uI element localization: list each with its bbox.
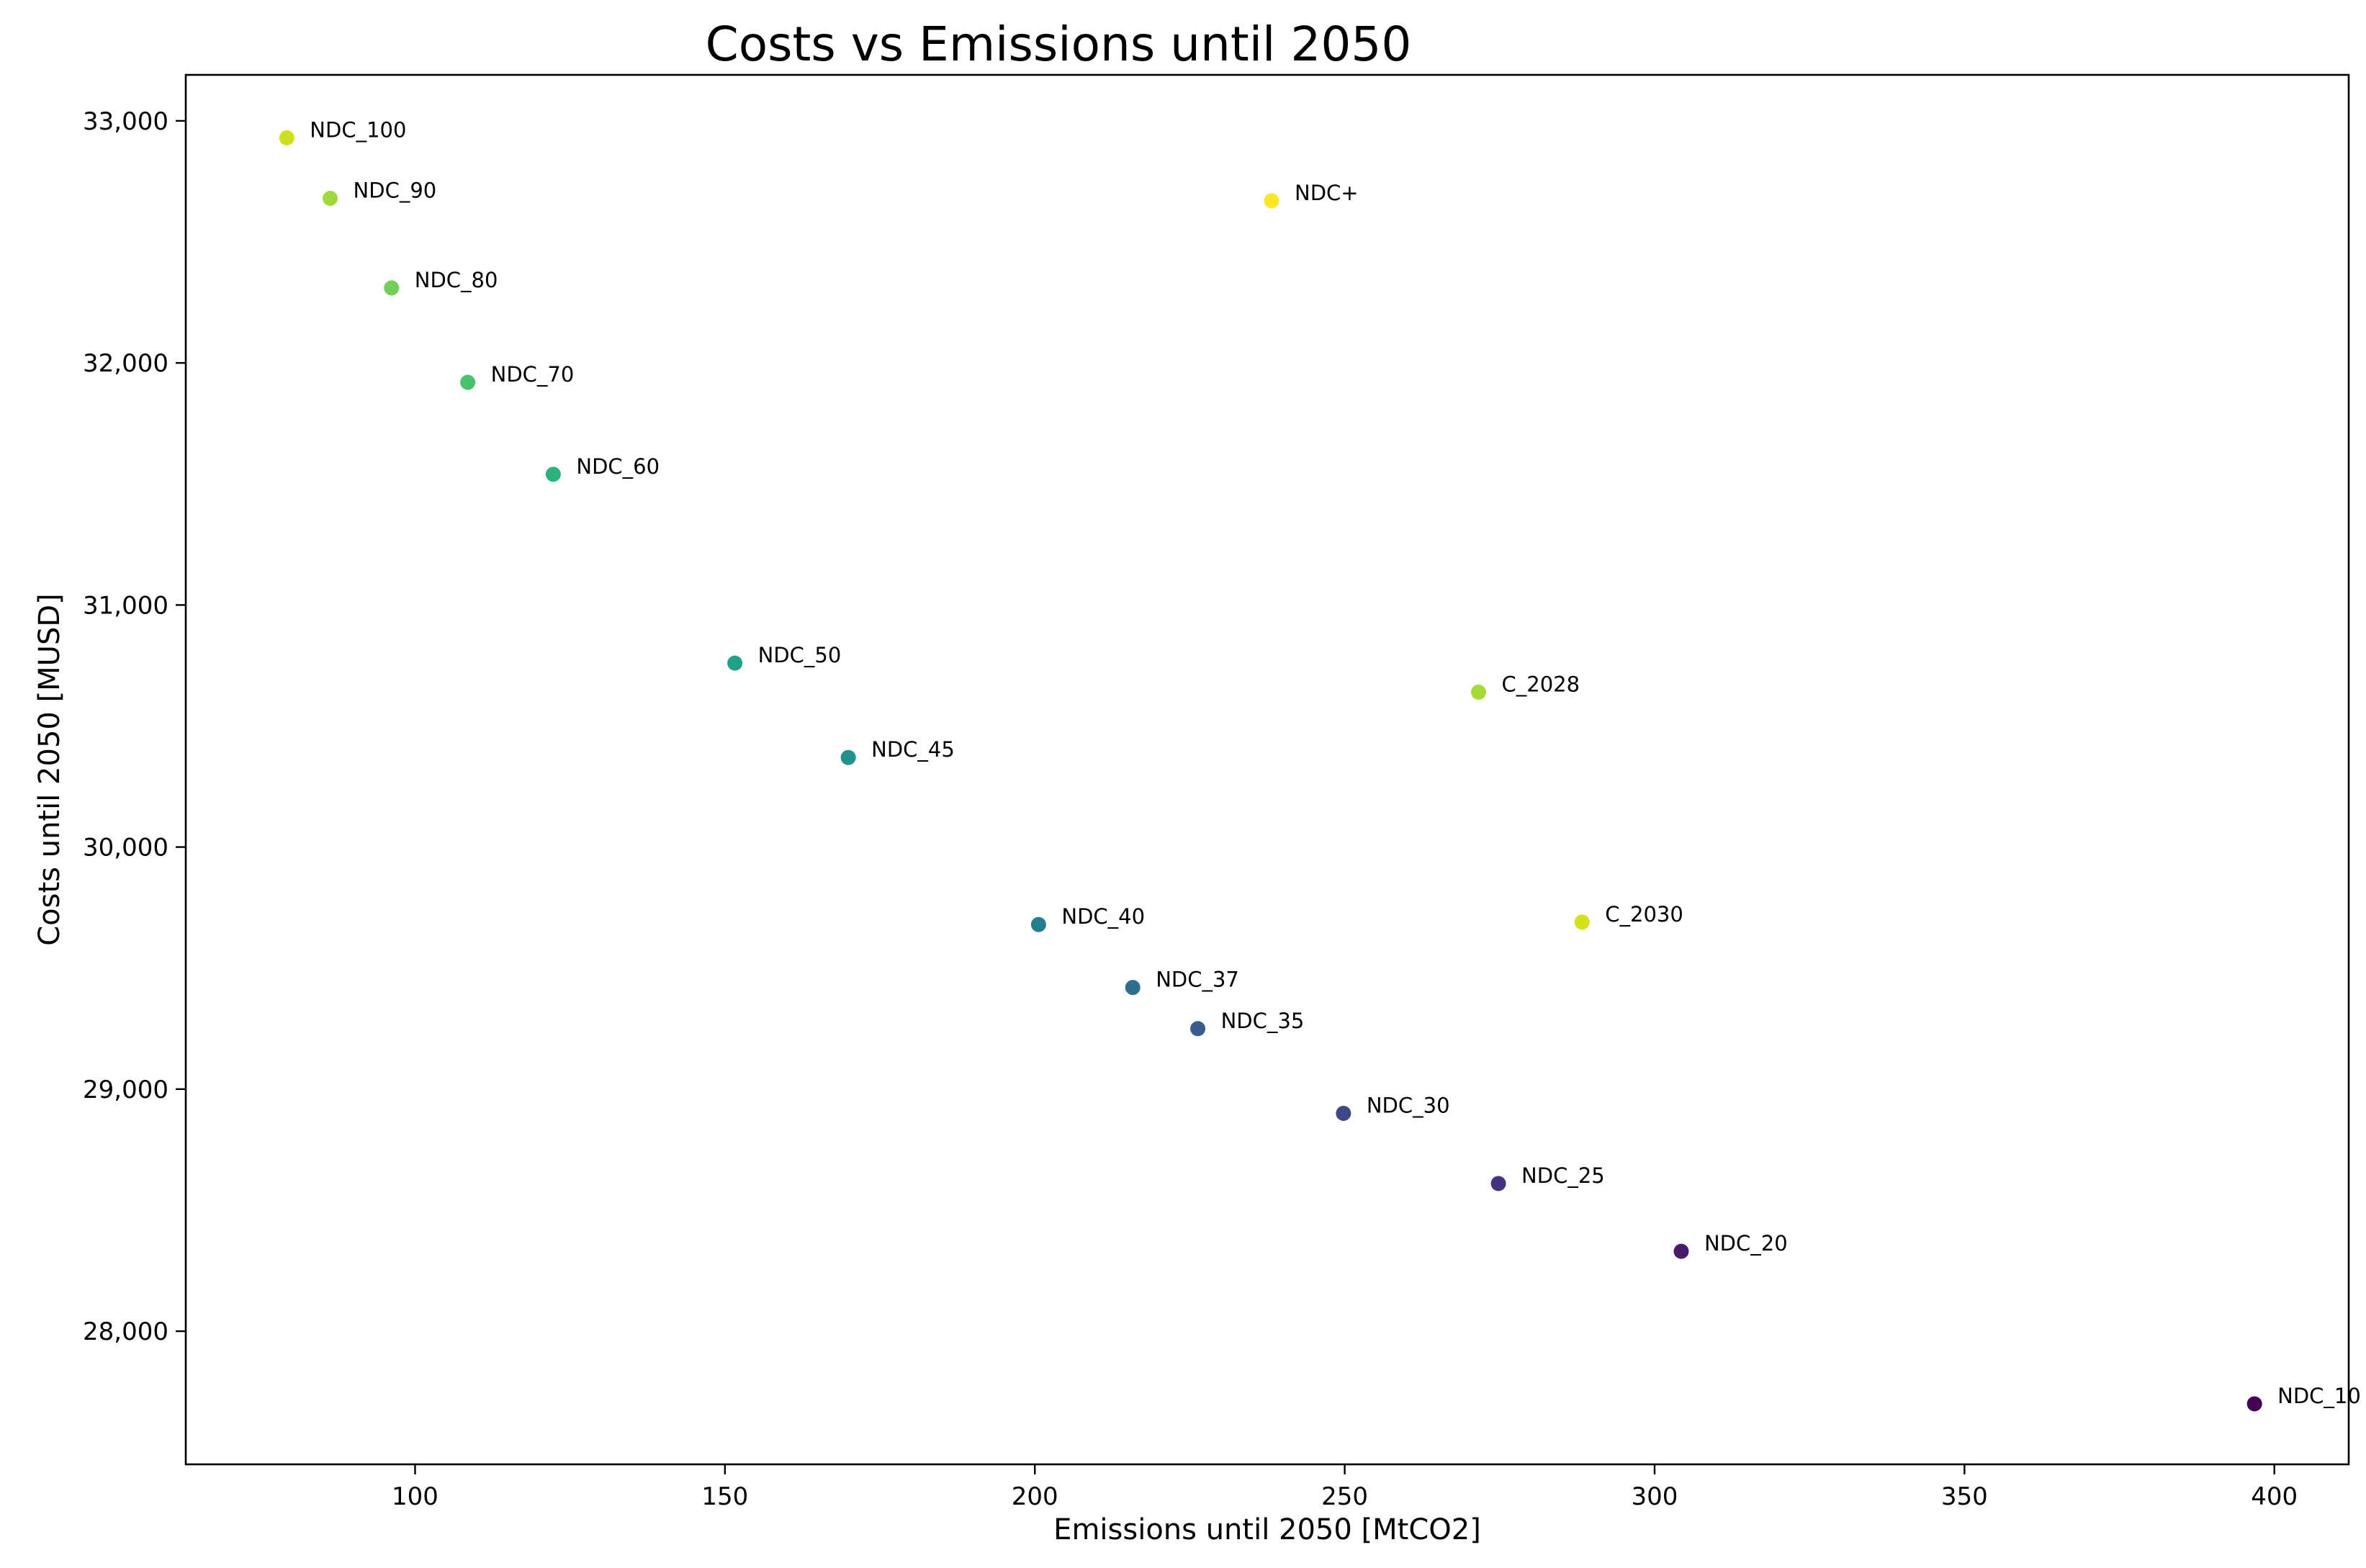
y-tick-label: 28,000 bbox=[83, 1317, 168, 1346]
y-tick-label: 29,000 bbox=[83, 1076, 168, 1104]
data-point-label: NDC_30 bbox=[1367, 1093, 1450, 1117]
data-point-label: NDC_45 bbox=[871, 737, 955, 762]
data-point bbox=[1471, 684, 1487, 700]
data-point-label: NDC_35 bbox=[1221, 1009, 1305, 1033]
data-point-label: NDC+ bbox=[1295, 181, 1359, 205]
data-point-label: NDC_100 bbox=[310, 117, 406, 142]
data-point-label: NDC_40 bbox=[1061, 904, 1145, 929]
point-labels: NDC_10 NDC_20 NDC_25 NDC_30 NDC_35 NDC_37 NDC_… bbox=[310, 117, 2361, 1408]
data-point bbox=[1336, 1105, 1351, 1121]
y-tick-label: 33,000 bbox=[83, 107, 168, 136]
data-point-label: NDC_90 bbox=[354, 178, 437, 202]
y-tick-label: 31,000 bbox=[83, 591, 168, 620]
data-point-label: C_2028 bbox=[1502, 672, 1580, 696]
data-point-label: NDC_25 bbox=[1521, 1163, 1605, 1188]
data-point bbox=[1673, 1243, 1689, 1259]
data-point-label: NDC_10 bbox=[2277, 1384, 2361, 1408]
x-tick-label: 150 bbox=[701, 1482, 748, 1511]
data-point-label: NDC_37 bbox=[1156, 968, 1239, 992]
plot-frame bbox=[184, 73, 2350, 1466]
x-tick-label: 300 bbox=[1632, 1482, 1678, 1511]
x-tick-label: 250 bbox=[1321, 1482, 1368, 1511]
data-point-label: NDC_50 bbox=[758, 643, 842, 667]
data-point-label: NDC_20 bbox=[1704, 1231, 1788, 1256]
data-point-label: C_2030 bbox=[1605, 902, 1683, 927]
data-point bbox=[1574, 914, 1590, 930]
x-axis-label: Emissions until 2050 [MtCO2] bbox=[1053, 1513, 1481, 1546]
data-point bbox=[545, 467, 561, 482]
data-point bbox=[1490, 1176, 1506, 1191]
data-point bbox=[1125, 980, 1141, 996]
data-point bbox=[1264, 193, 1279, 209]
y-tick-label: 32,000 bbox=[83, 349, 168, 378]
axes: 100 150 200 250 300 350 400 28,000 29,000 30,000 3… bbox=[83, 107, 2298, 1511]
y-axis-label: Costs until 2050 [MUSD] bbox=[33, 593, 66, 946]
data-point-label: NDC_60 bbox=[576, 454, 660, 479]
data-point bbox=[323, 190, 338, 206]
x-tick-label: 200 bbox=[1012, 1482, 1058, 1511]
data-point bbox=[384, 280, 400, 296]
data-point-label: NDC_70 bbox=[491, 362, 575, 387]
data-point bbox=[279, 130, 294, 145]
data-point bbox=[840, 749, 856, 765]
x-tick-label: 400 bbox=[2251, 1482, 2298, 1511]
data-point bbox=[727, 655, 743, 671]
y-tick-label: 30,000 bbox=[83, 834, 168, 862]
data-point bbox=[2246, 1396, 2262, 1412]
data-point bbox=[1030, 916, 1046, 932]
data-point bbox=[460, 374, 476, 390]
data-point bbox=[1190, 1021, 1206, 1037]
data-points bbox=[279, 130, 2262, 1412]
data-point-label: NDC_80 bbox=[415, 268, 498, 292]
chart-title: Costs vs Emissions until 2050 bbox=[706, 17, 1412, 72]
x-tick-label: 350 bbox=[1941, 1482, 1988, 1511]
x-tick-label: 100 bbox=[392, 1482, 438, 1511]
